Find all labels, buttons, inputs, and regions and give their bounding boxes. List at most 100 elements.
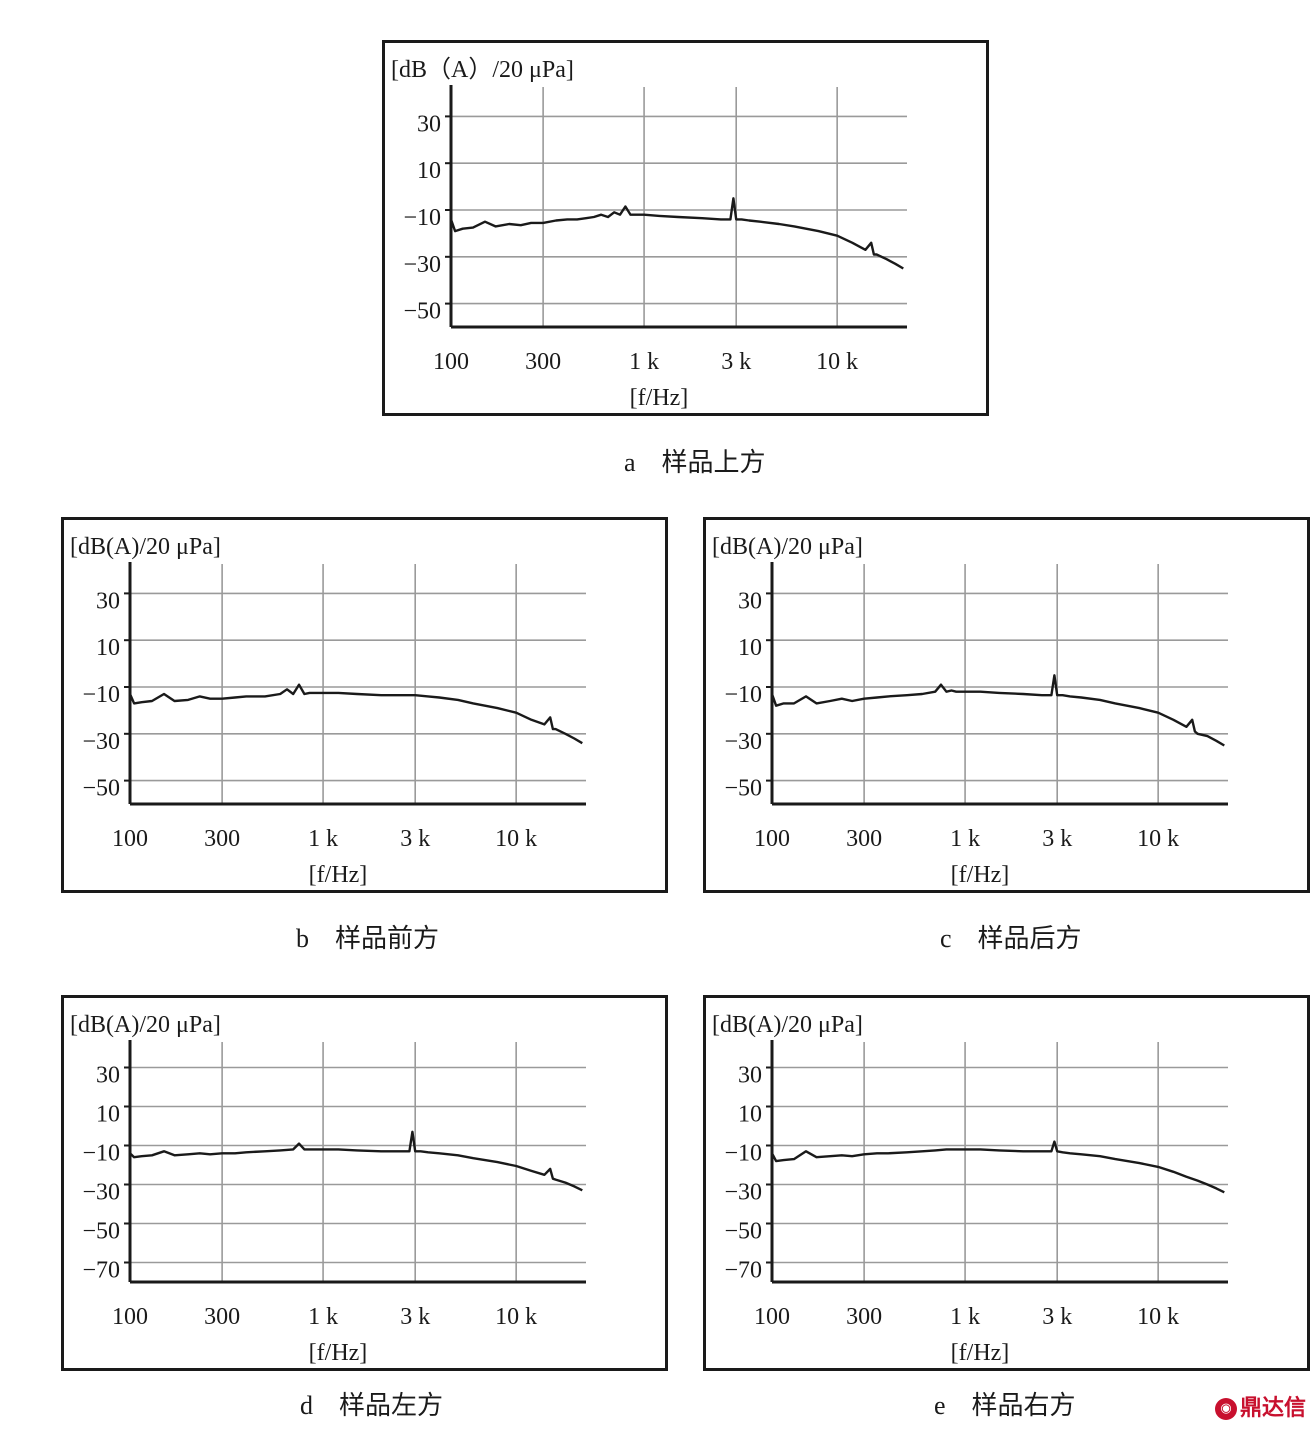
chart-a-ytick-label: 10: [417, 158, 441, 184]
chart-a-ytick-label: 30: [417, 111, 441, 137]
caption-c: c 样品后方: [940, 918, 1082, 955]
chart-d-xtick-label: 300: [204, 1304, 240, 1330]
chart-d-xtick-label: 3 k: [400, 1304, 430, 1330]
caption-e-text: 样品右方: [971, 1391, 1076, 1420]
chart-c-ytick-label: −10: [724, 682, 762, 708]
chart-b-xtick-label: 100: [112, 826, 148, 852]
chart-b-xtick-label: 10 k: [495, 826, 537, 852]
caption-a: a 样品上方: [624, 442, 766, 479]
caption-b-letter: b: [296, 924, 309, 953]
chart-a-svg: 30 10 −10 −30 −50 100 300 1 k 3 k 10 k [dB（A）/20 μ…: [391, 57, 907, 411]
chart-d-xlabel: [f/Hz]: [309, 1340, 368, 1366]
chart-e-ytick-label: −50: [724, 1219, 762, 1245]
chart-e-xtick-label: 10 k: [1137, 1304, 1179, 1330]
chart-c-svg: 30 10 −10 −30 −50 100 300 1 k 3 k 10 k [dB(A)/20 μ…: [712, 534, 1228, 888]
chart-b-xtick-label: 1 k: [308, 826, 338, 852]
caption-c-text: 样品后方: [977, 924, 1082, 953]
chart-e-xtick-label: 3 k: [1042, 1304, 1072, 1330]
chart-b-xtick-label: 3 k: [400, 826, 430, 852]
chart-d-ytick-label: −70: [82, 1258, 120, 1284]
watermark-logo: ◉ 鼎达信: [1214, 1390, 1306, 1422]
chart-c-xlabel: [f/Hz]: [951, 862, 1010, 888]
watermark-text: 鼎达信: [1239, 1396, 1306, 1421]
chart-panel-a: 30 10 −10 −30 −50 100 300 1 k 3 k 10 k [dB（A）/20 μ…: [382, 40, 989, 416]
chart-a-grid: [451, 87, 907, 327]
chart-b-ytick-label: 10: [96, 635, 120, 661]
chart-e-ylabel: [dB(A)/20 μPa]: [712, 1012, 863, 1038]
chart-e-series-line: [770, 1140, 1225, 1194]
caption-b: b 样品前方: [296, 918, 439, 955]
chart-c-ytick-label: 10: [738, 635, 762, 661]
chart-e-svg: 30 10 −10 −30 −50 −70 100 300 1 k 3 k 10 k [dB(A)/2…: [712, 1012, 1228, 1366]
chart-a-xlabel: [f/Hz]: [630, 385, 689, 411]
chart-a-series-line: [449, 197, 904, 270]
chart-e-ytick-label: 10: [738, 1102, 762, 1128]
chart-d-ytick-label: −30: [82, 1180, 120, 1206]
chart-b-ytick-label: 30: [96, 588, 120, 614]
chart-a-xtick-label: 3 k: [721, 349, 751, 375]
chart-e-xlabel: [f/Hz]: [951, 1340, 1010, 1366]
chart-b-xlabel: [f/Hz]: [309, 862, 368, 888]
chart-b-xtick-label: 300: [204, 826, 240, 852]
caption-a-text: 样品上方: [661, 448, 766, 477]
chart-d-grid: [130, 1042, 586, 1282]
chart-c-xtick-label: 10 k: [1137, 826, 1179, 852]
chart-panel-b: 30 10 −10 −30 −50 100 300 1 k 3 k 10 k [dB(A)/20 μ…: [61, 517, 668, 893]
caption-e: e 样品右方: [934, 1385, 1076, 1422]
caption-a-letter: a: [624, 448, 636, 477]
chart-c-xtick-label: 3 k: [1042, 826, 1072, 852]
chart-c-ytick-label: 30: [738, 588, 762, 614]
chart-c-series-line: [770, 674, 1225, 747]
chart-e-xtick-label: 100: [754, 1304, 790, 1330]
chart-a-xtick-label: 1 k: [629, 349, 659, 375]
chart-e-ytick-label: −70: [724, 1258, 762, 1284]
chart-d-ytick-label: −50: [82, 1219, 120, 1245]
chart-d-series-line: [129, 1130, 583, 1192]
chart-e-grid: [772, 1042, 1228, 1282]
chart-e-xtick-label: 1 k: [950, 1304, 980, 1330]
chart-d-xtick-label: 100: [112, 1304, 148, 1330]
chart-b-ytick-label: −50: [82, 776, 120, 802]
chart-a-ytick-label: −30: [403, 252, 441, 278]
caption-d: d 样品左方: [300, 1385, 443, 1422]
chart-panel-e: 30 10 −10 −30 −50 −70 100 300 1 k 3 k 10 k [dB(A)/2…: [703, 995, 1310, 1371]
chart-e-ytick-label: −10: [724, 1141, 762, 1167]
chart-d-ytick-label: 30: [96, 1063, 120, 1089]
chart-b-ytick-label: −10: [82, 682, 120, 708]
chart-c-ytick-label: −30: [724, 729, 762, 755]
chart-a-ylabel: [dB（A）/20 μPa]: [391, 57, 574, 83]
chart-panel-c: 30 10 −10 −30 −50 100 300 1 k 3 k 10 k [dB(A)/20 μ…: [703, 517, 1310, 893]
chart-a-xtick-label: 100: [433, 349, 469, 375]
chart-e-ytick-label: 30: [738, 1063, 762, 1089]
chart-d-svg: 30 10 −10 −30 −50 −70 100 300 1 k 3 k 10 k [dB(A)/2…: [70, 1012, 586, 1366]
chart-b-ylabel: [dB(A)/20 μPa]: [70, 534, 221, 560]
caption-e-letter: e: [934, 1391, 946, 1420]
chart-d-ylabel: [dB(A)/20 μPa]: [70, 1012, 221, 1038]
chart-c-ylabel: [dB(A)/20 μPa]: [712, 534, 863, 560]
chart-a-ytick-label: −10: [403, 205, 441, 231]
chart-a-xtick-label: 300: [525, 349, 561, 375]
caption-b-text: 样品前方: [335, 924, 440, 953]
caption-d-text: 样品左方: [339, 1391, 444, 1420]
caption-c-letter: c: [940, 924, 952, 953]
chart-e-xtick-label: 300: [846, 1304, 882, 1330]
chart-c-grid: [772, 564, 1228, 804]
chart-c-xtick-label: 100: [754, 826, 790, 852]
chart-c-ytick-label: −50: [724, 776, 762, 802]
chart-b-grid: [130, 564, 586, 804]
chart-d-xtick-label: 1 k: [308, 1304, 338, 1330]
chart-c-xtick-label: 300: [846, 826, 882, 852]
chart-a-ytick-label: −50: [403, 299, 441, 325]
chart-e-ytick-label: −30: [724, 1180, 762, 1206]
chart-b-ytick-label: −30: [82, 729, 120, 755]
chart-d-xtick-label: 10 k: [495, 1304, 537, 1330]
logo-icon: ◉: [1214, 1398, 1237, 1420]
chart-b-svg: 30 10 −10 −30 −50 100 300 1 k 3 k 10 k [dB(A)/20 μ…: [70, 534, 586, 888]
caption-d-letter: d: [300, 1391, 313, 1420]
chart-d-ytick-label: 10: [96, 1102, 120, 1128]
chart-a-xtick-label: 10 k: [816, 349, 858, 375]
chart-c-xtick-label: 1 k: [950, 826, 980, 852]
chart-panel-d: 30 10 −10 −30 −50 −70 100 300 1 k 3 k 10 k [dB(A)/2…: [61, 995, 668, 1371]
chart-b-series-line: [128, 683, 583, 745]
chart-d-ytick-label: −10: [82, 1141, 120, 1167]
